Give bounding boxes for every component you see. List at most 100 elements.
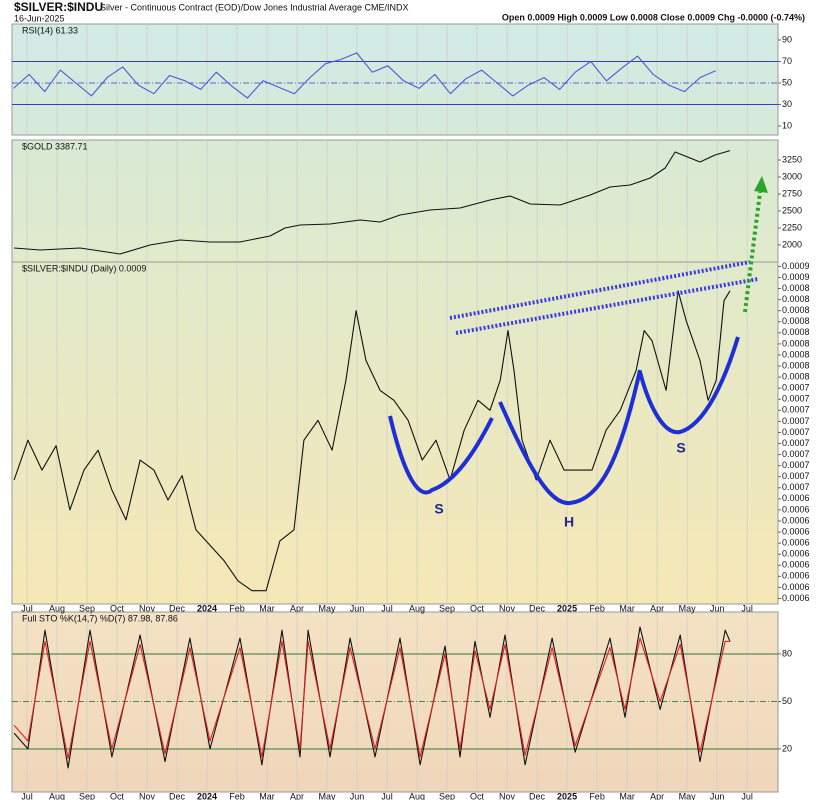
x-tick-label: Mar — [259, 791, 275, 800]
quote: Open 0.0009 High 0.0009 Low 0.0008 Close… — [502, 12, 805, 22]
x-tick-label: Nov — [139, 603, 156, 613]
x-tick-label: 2025 — [557, 791, 577, 800]
shoulder-curve — [638, 336, 740, 435]
x-tick-label: Feb — [229, 603, 245, 613]
panel-title: RSI(14) 61.33 — [22, 25, 78, 35]
y-tick-label: 2000 — [782, 239, 802, 249]
panel-title: $GOLD 3387.71 — [22, 141, 88, 151]
y-tick-label: 50 — [782, 77, 792, 87]
series-line — [13, 637, 731, 759]
y-tick-label: 0.0006 — [782, 593, 810, 603]
x-tick-label: Aug — [49, 791, 65, 800]
pattern-label: S — [676, 440, 685, 456]
y-tick-label: 0.0006 — [782, 582, 810, 592]
y-tick-label: 0.0009 — [782, 272, 810, 282]
y-tick-label: 0.0007 — [782, 383, 810, 393]
y-tick-label: 80 — [782, 648, 792, 658]
date: 16-Jun-2025 — [14, 13, 65, 23]
y-tick-label: 30 — [782, 99, 792, 109]
x-tick-label: Jul — [741, 791, 753, 800]
panel — [11, 23, 779, 136]
y-tick-label: 90 — [782, 34, 792, 44]
pattern-annotations: S H S — [388, 176, 768, 530]
x-tick-label: Jul — [741, 603, 753, 613]
series-line — [13, 52, 716, 99]
x-tick-label: Oct — [470, 791, 485, 800]
x-tick-label: 2024 — [197, 791, 217, 800]
y-tick-label: 0.0007 — [782, 427, 810, 437]
x-tick-label: Jun — [350, 791, 365, 800]
y-tick-label: 0.0007 — [782, 438, 810, 448]
arrow-head — [754, 176, 768, 193]
y-tick-label: 70 — [782, 56, 792, 66]
y-tick-label: 0.0006 — [782, 504, 810, 514]
y-tick-label: 0.0007 — [782, 405, 810, 415]
x-tick-label: Aug — [49, 603, 65, 613]
x-tick-label: Dec — [529, 791, 546, 800]
y-tick-label: 0.0007 — [782, 471, 810, 481]
x-tick-label: Jul — [21, 791, 33, 800]
y-tick-label: 0.0007 — [782, 482, 810, 492]
channel-line — [455, 277, 759, 335]
x-tick-label: Feb — [589, 603, 605, 613]
series-line — [13, 290, 731, 592]
y-tick-label: 3000 — [782, 171, 802, 181]
x-tick-label: Nov — [499, 603, 516, 613]
x-tick-label: Nov — [139, 791, 156, 800]
pattern-label: H — [564, 514, 574, 530]
series-line — [14, 150, 731, 255]
x-tick-label: Jun — [350, 603, 365, 613]
panel — [11, 611, 779, 793]
x-tick-label: 2024 — [197, 603, 217, 613]
y-tick-label: 10 — [782, 120, 792, 130]
channel-line — [449, 260, 751, 320]
y-tick-label: 0.0006 — [782, 538, 810, 548]
y-tick-label: 0.0006 — [782, 526, 810, 536]
x-tick-label: Mar — [619, 603, 635, 613]
y-tick-label: 50 — [782, 696, 792, 706]
y-tick-label: 0.0008 — [782, 316, 810, 326]
shoulder-curve — [388, 415, 494, 495]
x-tick-label: Sep — [439, 791, 455, 800]
x-tick-label: Jul — [381, 791, 393, 800]
x-tick-label: May — [679, 791, 697, 800]
x-tick-label: Apr — [650, 603, 664, 613]
y-tick-label: 0.0007 — [782, 460, 810, 470]
x-tick-label: Jun — [710, 791, 725, 800]
x-tick-label: Apr — [650, 791, 664, 800]
x-tick-label: Oct — [110, 791, 125, 800]
y-tick-label: 0.0006 — [782, 515, 810, 525]
x-tick-label: Apr — [290, 791, 304, 800]
y-tick-label: 0.0007 — [782, 416, 810, 426]
x-tick-label: Aug — [409, 603, 425, 613]
y-tick-label: 0.0008 — [782, 327, 810, 337]
y-tick-label: 2750 — [782, 188, 802, 198]
x-tick-label: Sep — [79, 603, 95, 613]
y-tick-label: 0.0006 — [782, 549, 810, 559]
x-tick-label: Feb — [229, 791, 245, 800]
y-tick-label: 2250 — [782, 222, 802, 232]
pattern-label: S — [434, 501, 443, 517]
y-tick-label: 0.0008 — [782, 305, 810, 315]
x-tick-label: Sep — [439, 603, 455, 613]
y-tick-label: 0.0007 — [782, 449, 810, 459]
x-tick-label: Sep — [79, 791, 95, 800]
y-tick-label: 0.0009 — [782, 261, 810, 271]
y-tick-label: 0.0006 — [782, 571, 810, 581]
head-curve — [498, 369, 642, 506]
x-tick-label: May — [319, 791, 337, 800]
projection-arrow — [743, 191, 762, 313]
y-tick-label: 0.0008 — [782, 360, 810, 370]
y-tick-label: 3250 — [782, 154, 802, 164]
y-tick-label: 0.0008 — [782, 371, 810, 381]
y-tick-label: 0.0008 — [782, 294, 810, 304]
x-tick-label: Oct — [110, 603, 125, 613]
y-tick-label: 0.0008 — [782, 338, 810, 348]
y-tick-label: 0.0007 — [782, 394, 810, 404]
x-tick-label: Apr — [290, 603, 304, 613]
y-tick-label: 0.0006 — [782, 560, 810, 570]
x-tick-label: Mar — [619, 791, 635, 800]
x-tick-label: Dec — [169, 603, 186, 613]
y-tick-label: 0.0006 — [782, 493, 810, 503]
x-tick-label: Mar — [259, 603, 275, 613]
